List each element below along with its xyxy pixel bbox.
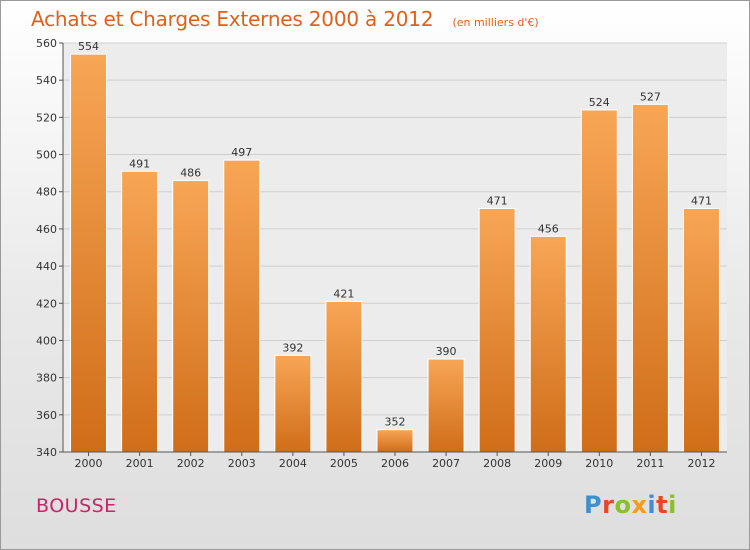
- y-tick-label: 380: [36, 372, 57, 385]
- data-label-2000: 554: [78, 40, 99, 53]
- bar-2010: [580, 109, 618, 453]
- x-tick-label-2009: 2009: [534, 457, 562, 470]
- logo-letter: r: [602, 491, 615, 519]
- data-label-2009: 456: [538, 222, 559, 235]
- chart-subtitle: (en milliers d'€): [452, 16, 539, 29]
- x-tick-label-2010: 2010: [585, 457, 613, 470]
- y-tick-label: 360: [36, 409, 57, 422]
- x-tick-label-2003: 2003: [228, 457, 256, 470]
- x-tick-label-2008: 2008: [483, 457, 511, 470]
- y-tick-label: 480: [36, 186, 57, 199]
- logo-letter: t: [656, 491, 669, 519]
- y-tick-label: 500: [36, 149, 57, 162]
- y-tick-label: 540: [36, 74, 57, 87]
- data-label-2011: 527: [640, 90, 661, 103]
- bars: 554 491 486 497 392 421 352 390 471 456 524 527 471: [70, 40, 720, 453]
- bar-2005: [325, 300, 363, 453]
- bar-2001: [121, 170, 159, 453]
- title-row: Achats et Charges Externes 2000 à 2012 (…: [31, 7, 539, 31]
- data-label-2012: 471: [691, 194, 712, 207]
- bar-2003: [223, 159, 261, 453]
- proxiti-logo[interactable]: Proxiti: [584, 491, 677, 519]
- data-label-2005: 421: [333, 287, 354, 300]
- x-tick-label-2012: 2012: [687, 457, 715, 470]
- x-tick-label-2000: 2000: [75, 457, 103, 470]
- bar-2006: [376, 429, 414, 453]
- data-label-2010: 524: [589, 96, 610, 109]
- logo-letter: P: [584, 491, 603, 519]
- x-tick-label-2004: 2004: [279, 457, 307, 470]
- y-tick-label: 560: [36, 37, 57, 50]
- data-label-2007: 390: [436, 345, 457, 358]
- chart-title: Achats et Charges Externes 2000 à 2012: [31, 7, 434, 31]
- data-label-2008: 471: [487, 194, 508, 207]
- bar-2008: [478, 207, 516, 453]
- logo-letter: i: [668, 491, 677, 519]
- x-tick-label-2006: 2006: [381, 457, 409, 470]
- data-label-2004: 392: [282, 341, 303, 354]
- x-tick-label-2002: 2002: [177, 457, 205, 470]
- logo-letter: x: [631, 491, 648, 519]
- y-tick-label: 520: [36, 111, 57, 124]
- x-tick-label-2011: 2011: [636, 457, 664, 470]
- axes: 340 360 380 400 420 440 460 480 500 520 540 560 2000…: [36, 37, 727, 470]
- data-label-2002: 486: [180, 167, 201, 180]
- y-tick-label: 420: [36, 297, 57, 310]
- logo-letter: i: [647, 491, 657, 519]
- data-label-2003: 497: [231, 146, 252, 159]
- y-tick-label: 340: [36, 446, 57, 459]
- bar-2012: [682, 207, 720, 453]
- place-name: BOUSSE: [36, 495, 117, 517]
- logo-letter: o: [614, 491, 632, 519]
- y-tick-label: 440: [36, 260, 57, 273]
- bar-2007: [427, 358, 465, 453]
- x-tick-label-2007: 2007: [432, 457, 460, 470]
- bar-2009: [529, 235, 567, 453]
- x-tick-label-2005: 2005: [330, 457, 358, 470]
- data-label-2001: 491: [129, 157, 150, 170]
- plot-area: [63, 43, 727, 452]
- y-tick-label: 460: [36, 223, 57, 236]
- data-label-2006: 352: [385, 416, 406, 429]
- bar-2002: [172, 180, 210, 453]
- bar-2004: [274, 354, 312, 453]
- x-tick-label-2001: 2001: [126, 457, 154, 470]
- bar-2000: [70, 53, 108, 453]
- y-tick-label: 400: [36, 334, 57, 347]
- bar-2011: [631, 103, 669, 453]
